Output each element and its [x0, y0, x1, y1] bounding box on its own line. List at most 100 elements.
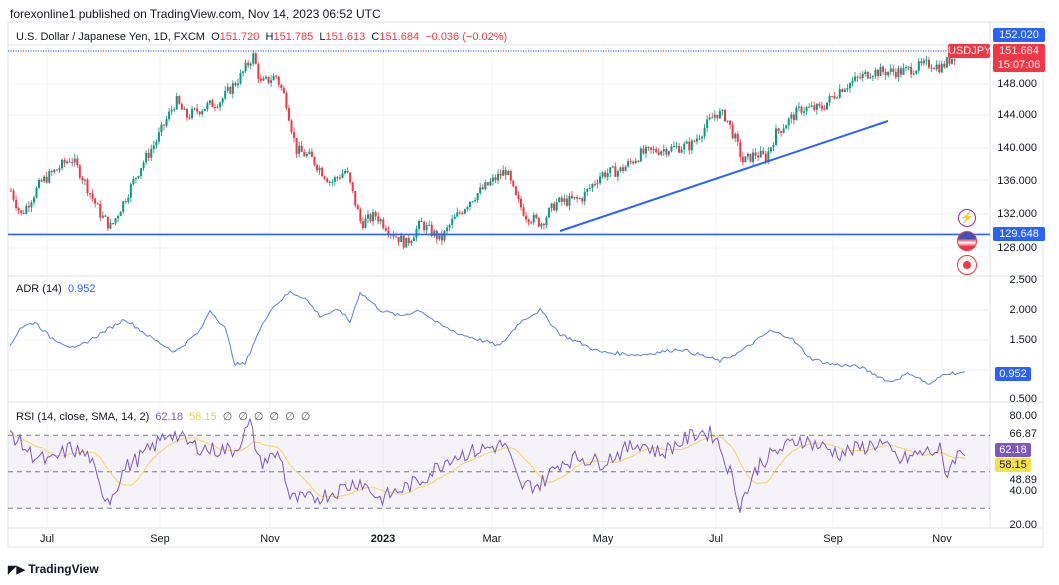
- candle: [203, 108, 206, 111]
- candle: [361, 221, 364, 228]
- rsi-empty-values: ∅∅∅∅∅∅: [223, 411, 317, 423]
- candle: [841, 89, 844, 92]
- candle: [423, 221, 426, 231]
- candle: [805, 107, 808, 112]
- candle: [912, 73, 915, 75]
- candle: [27, 205, 30, 208]
- candle: [486, 182, 489, 186]
- candle: [134, 177, 137, 180]
- candle: [548, 208, 551, 218]
- candle: [336, 177, 339, 179]
- lightning-event-icon[interactable]: ⚡: [958, 209, 976, 227]
- candle: [535, 214, 538, 218]
- candle: [316, 164, 318, 171]
- candle: [265, 76, 267, 79]
- candle: [430, 224, 433, 236]
- candle: [152, 145, 155, 150]
- candle: [586, 188, 589, 192]
- dividends-event-icon[interactable]: [957, 255, 977, 275]
- candle: [803, 111, 806, 113]
- candle: [140, 168, 143, 176]
- candle: [433, 230, 436, 236]
- candle: [739, 141, 742, 157]
- candle: [703, 127, 706, 137]
- candle: [588, 187, 591, 189]
- candle: [32, 197, 35, 203]
- candle: [933, 68, 936, 70]
- empty-value: ∅: [269, 411, 286, 423]
- us-flag-event-icon[interactable]: [957, 231, 977, 251]
- candle: [137, 175, 140, 178]
- candle: [160, 124, 163, 133]
- candle: [930, 67, 933, 69]
- candle: [124, 201, 127, 203]
- adr-legend-value: 0.952: [67, 283, 96, 295]
- candle: [198, 111, 201, 115]
- candle: [443, 231, 446, 241]
- candle: [854, 76, 857, 81]
- candle: [214, 107, 216, 109]
- candle: [907, 66, 910, 68]
- candle: [616, 171, 619, 177]
- rsi-label[interactable]: RSI (14, close, SMA, 14, 2): [16, 411, 150, 423]
- candle: [476, 193, 479, 201]
- close-label: C: [371, 31, 380, 43]
- candle: [412, 237, 415, 241]
- candle: [364, 218, 367, 228]
- candle: [45, 176, 48, 183]
- candle: [693, 140, 696, 142]
- low-value: 151.613: [325, 31, 366, 43]
- adr-label[interactable]: ADR (14): [16, 283, 62, 295]
- candle: [856, 76, 859, 78]
- candle: [775, 128, 777, 146]
- candle: [563, 198, 566, 202]
- candle: [734, 133, 737, 139]
- candle: [680, 149, 683, 153]
- candle: [86, 179, 89, 194]
- candle: [448, 224, 451, 228]
- candle: [530, 222, 533, 224]
- candle: [525, 215, 528, 220]
- candle: [785, 125, 788, 129]
- candle: [185, 108, 188, 118]
- candle: [313, 156, 316, 165]
- candle: [611, 166, 614, 168]
- candle: [157, 132, 160, 142]
- candle: [915, 70, 918, 74]
- empty-value: ∅: [253, 411, 270, 423]
- symbol-legend: U.S. Dollar / Japanese Yen, 1D, FXCM O15…: [16, 31, 507, 43]
- candle: [662, 149, 665, 152]
- candle: [708, 117, 711, 120]
- candle: [634, 160, 637, 164]
- candle: [193, 108, 196, 110]
- candle: [499, 173, 502, 176]
- candle: [321, 167, 324, 177]
- candle: [180, 103, 183, 110]
- candle: [792, 114, 795, 121]
- candle: [583, 191, 586, 202]
- adr-legend: ADR (14) 0.952: [16, 283, 96, 295]
- candle: [948, 57, 951, 64]
- time-tick: Nov: [932, 533, 952, 545]
- candle: [267, 76, 270, 83]
- candle: [290, 120, 293, 133]
- candle: [726, 120, 729, 122]
- symbol-title[interactable]: U.S. Dollar / Japanese Yen, 1D, FXCM: [16, 31, 205, 43]
- candle: [367, 214, 369, 219]
- candle: [300, 145, 303, 152]
- candle: [670, 146, 673, 152]
- candle: [119, 211, 122, 217]
- candle: [252, 53, 255, 64]
- candle: [183, 108, 186, 110]
- candle: [716, 114, 719, 119]
- candle: [392, 234, 395, 237]
- candle: [22, 213, 25, 215]
- candle: [244, 62, 247, 72]
- published-caption: forexonline1 published on TradingView.co…: [10, 7, 381, 21]
- candle: [777, 128, 780, 132]
- candle: [828, 96, 831, 103]
- candle: [866, 71, 869, 79]
- tradingview-logo[interactable]: ◤▶ TradingView: [8, 562, 99, 576]
- candle: [701, 136, 704, 139]
